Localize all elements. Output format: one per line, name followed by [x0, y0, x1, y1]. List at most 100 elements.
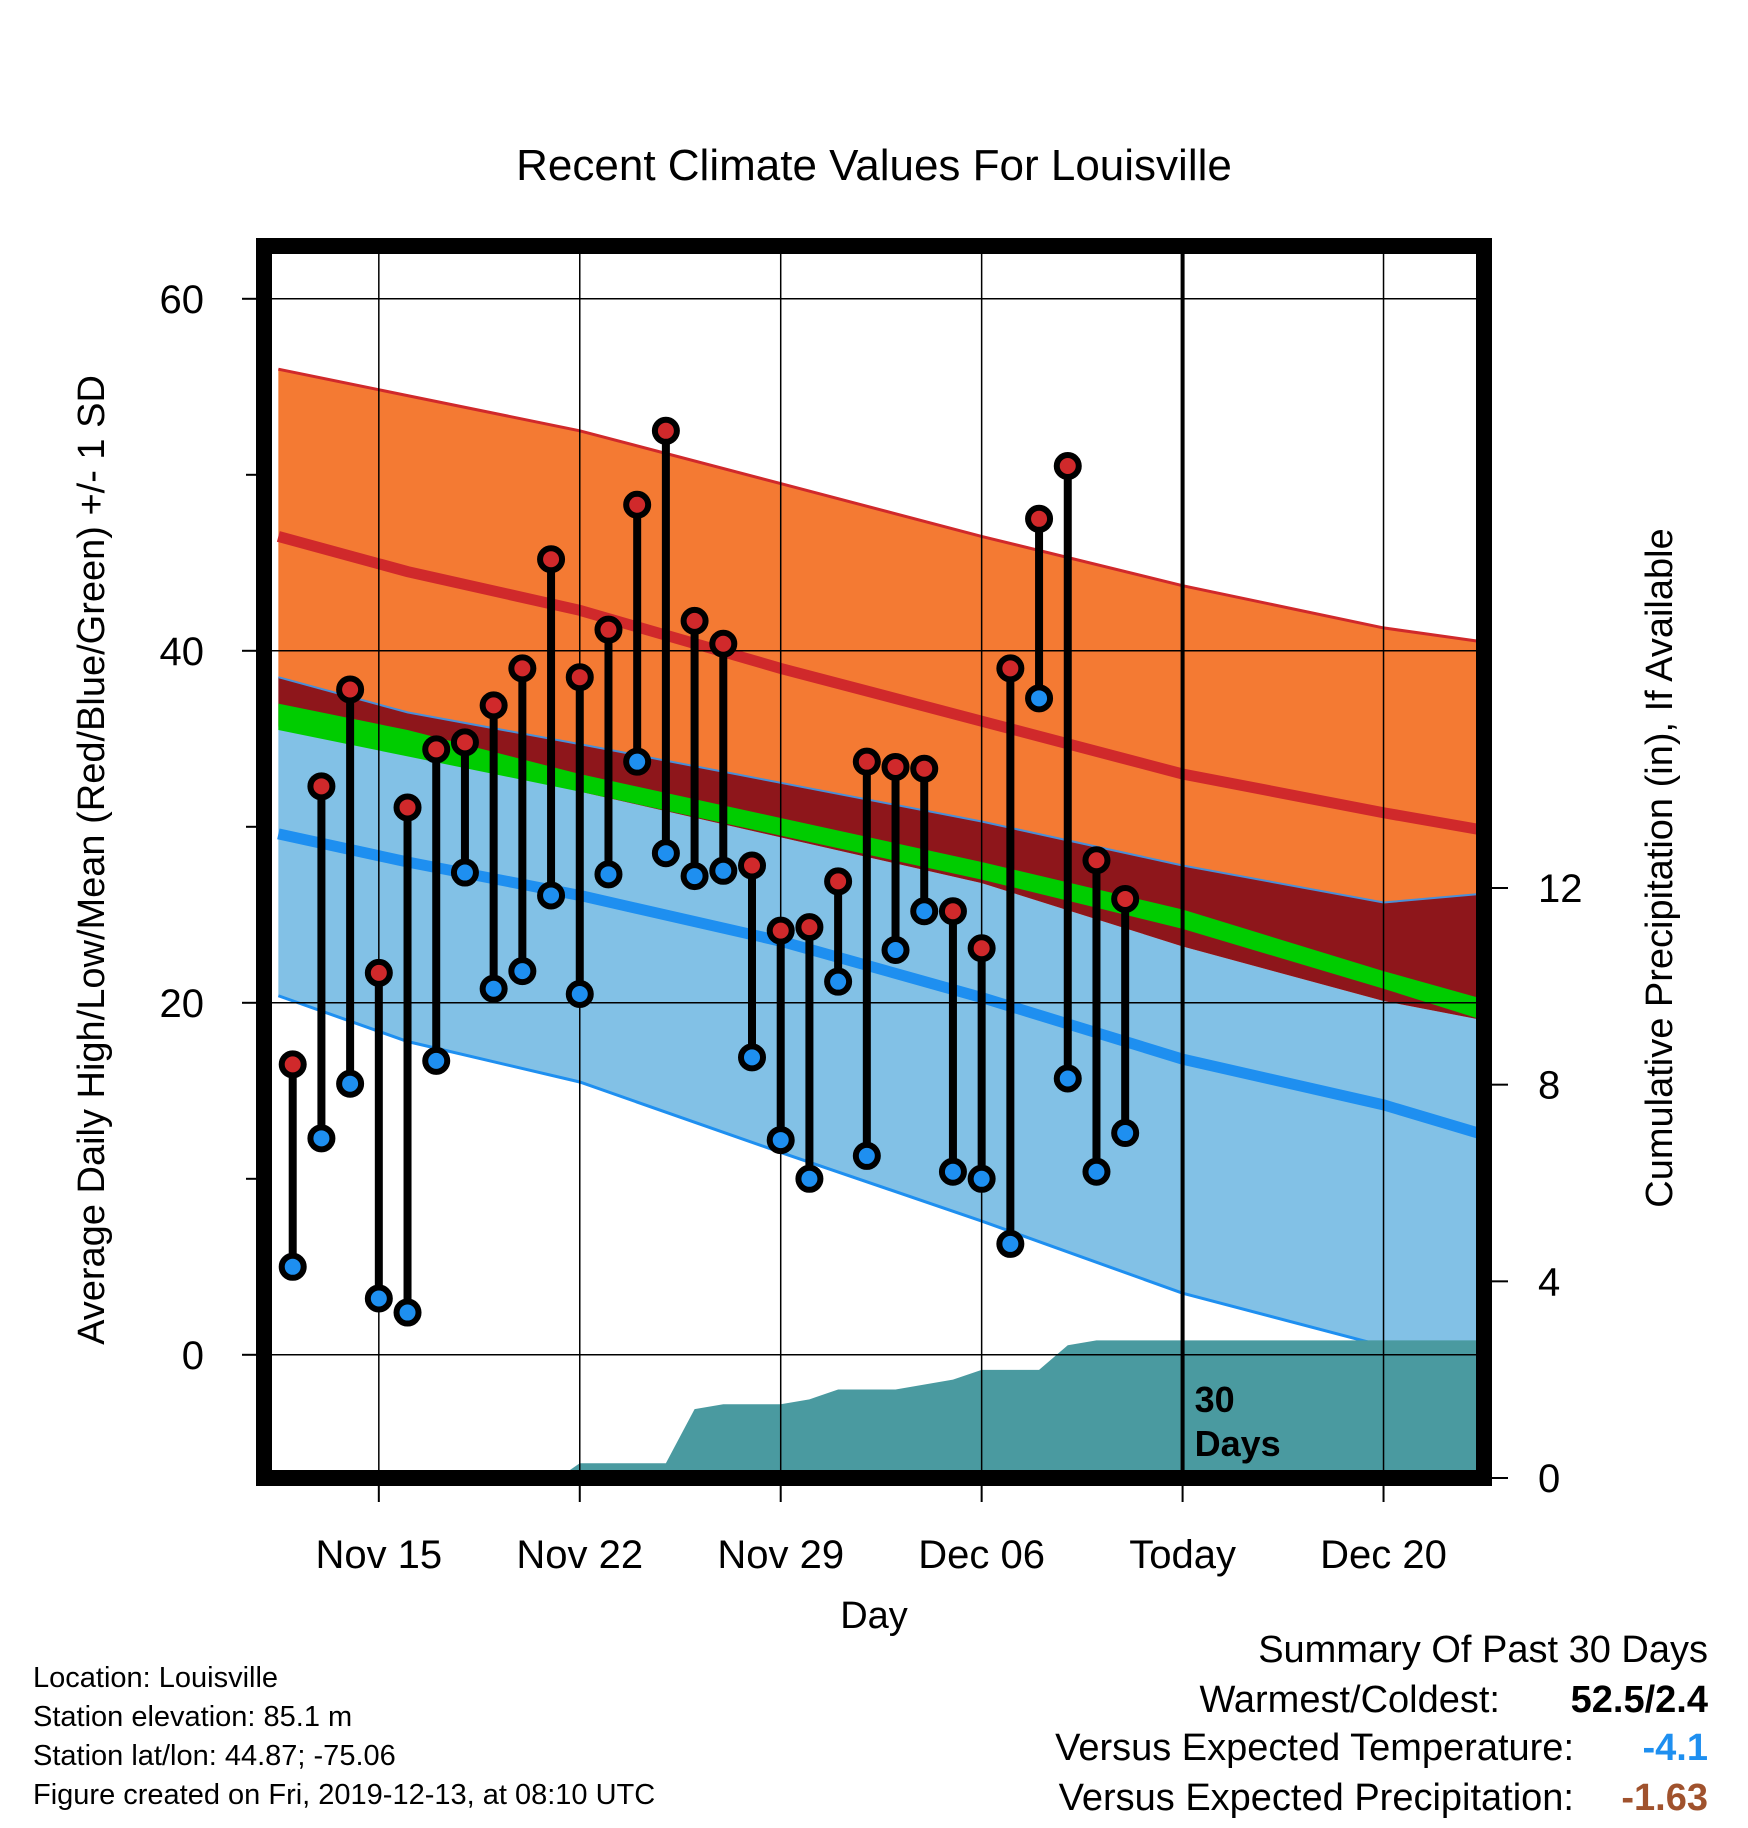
summary-precip-value: -1.63: [1621, 1777, 1708, 1819]
y-tick-label: 60: [160, 278, 205, 322]
y2-tick-label: 12: [1538, 867, 1583, 911]
observed-high-marker: [1082, 846, 1111, 875]
summary-heading: Summary Of Past 30 Days: [1258, 1629, 1708, 1671]
high-upper-line: [278, 367, 1484, 644]
observed-high-marker: [1053, 452, 1082, 480]
footer-created: Figure created on Fri, 2019-12-13, at 08…: [33, 1779, 655, 1811]
observed-low-marker: [852, 1141, 881, 1170]
observed-high-marker: [766, 916, 795, 945]
y2-tick-label: 0: [1538, 1457, 1560, 1501]
observed-low-marker: [910, 897, 939, 926]
observed-high-marker: [1025, 504, 1054, 533]
x-tick-label: Nov 22: [516, 1533, 643, 1577]
footer-latlon: Station lat/lon: 44.87; -75.06: [33, 1740, 396, 1772]
observed-low-marker: [479, 974, 508, 1003]
observed-high-marker: [738, 851, 766, 880]
observed-high-marker: [680, 606, 709, 635]
observed-low-marker: [1111, 1119, 1140, 1148]
observed-low-marker: [1082, 1157, 1111, 1186]
observed-low-marker: [1053, 1064, 1082, 1093]
observed-low-marker: [938, 1157, 967, 1186]
y-tick-label: 40: [160, 630, 205, 674]
observed-low-marker: [278, 1252, 307, 1281]
y2-axis-title: Cumulative Precipitation (in), If Availa…: [1639, 528, 1681, 1207]
observed-low-marker: [565, 980, 594, 1008]
observed-high-marker: [910, 754, 939, 783]
observed-high-marker: [938, 897, 967, 926]
y2-tick-label: 8: [1538, 1064, 1560, 1108]
observed-low-marker: [393, 1298, 422, 1327]
observed-high-marker: [852, 747, 881, 776]
observed-high-marker: [996, 654, 1025, 683]
plot-frame: [256, 238, 1492, 1486]
observed-high-marker: [450, 728, 479, 757]
y-tick-label: 20: [160, 982, 205, 1026]
observed-low-marker: [680, 862, 709, 891]
x-tick-label: Nov 15: [315, 1533, 442, 1577]
x-tick-label: Dec 20: [1320, 1533, 1447, 1577]
chart-title: Recent Climate Values For Louisville: [516, 141, 1232, 190]
high-mean-line: [276, 531, 1484, 836]
summary-warm-cold-value: 52.5/2.4: [1571, 1679, 1708, 1721]
observed-low-marker: [594, 860, 623, 889]
today-days-number: 30: [1195, 1379, 1235, 1420]
observed-low-marker: [651, 839, 680, 868]
observed-high-marker: [651, 416, 680, 445]
summary-precip-label: Versus Expected Precipitation:: [1059, 1777, 1574, 1819]
observed-high-marker: [795, 913, 824, 942]
observed-low-marker: [766, 1126, 795, 1155]
summary-temp-value: -4.1: [1643, 1727, 1708, 1769]
observed-low-marker: [508, 957, 537, 986]
observed-low-marker: [709, 856, 738, 885]
summary-temp-label: Versus Expected Temperature:: [1055, 1727, 1574, 1769]
observed-high-marker: [565, 663, 594, 692]
observed-high-marker: [364, 958, 393, 987]
observed-high-marker: [307, 772, 336, 801]
observed-low-marker: [967, 1164, 996, 1193]
observed-low-marker: [996, 1229, 1025, 1258]
observed-low-marker: [1025, 684, 1054, 713]
observed-low-marker: [537, 881, 566, 910]
observed-low-marker: [795, 1164, 824, 1193]
footer-location: Location: Louisville: [33, 1662, 278, 1694]
y-tick-label: 0: [182, 1334, 204, 1378]
observed-high-marker: [623, 490, 652, 519]
observed-high-marker: [278, 1050, 307, 1079]
observed-low-marker: [364, 1284, 393, 1313]
footer: Location: Louisville Station elevation: …: [33, 1662, 655, 1811]
summary-panel: Summary Of Past 30 Days Warmest/Coldest:…: [1055, 1629, 1708, 1819]
observed-low-marker: [450, 858, 479, 887]
observed-high-marker: [967, 934, 996, 963]
observed-high-marker: [508, 654, 537, 683]
observed-high-marker: [824, 867, 853, 896]
observed-high-marker: [709, 629, 738, 658]
y2-tick-label: 4: [1538, 1260, 1560, 1304]
x-axis-title: Day: [840, 1595, 908, 1637]
observed-high-marker: [422, 735, 451, 764]
observed-high-marker: [537, 545, 566, 574]
footer-elevation: Station elevation: 85.1 m: [33, 1701, 352, 1733]
observed-high-marker: [479, 691, 508, 720]
today-days-word: Days: [1195, 1423, 1281, 1464]
observed-low-marker: [738, 1043, 766, 1072]
observed-high-marker: [594, 615, 623, 644]
observed-low-marker: [307, 1124, 336, 1153]
x-tick-label: Nov 29: [717, 1533, 844, 1577]
x-tick-label: Today: [1129, 1533, 1236, 1577]
x-tick-label: Dec 06: [918, 1533, 1045, 1577]
summary-warm-cold-label: Warmest/Coldest:: [1199, 1679, 1500, 1721]
observed-high-marker: [336, 675, 365, 704]
observed-low-marker: [824, 967, 853, 996]
observed-high-marker: [881, 752, 910, 781]
observed-low-marker: [422, 1046, 451, 1075]
observed-low-marker: [336, 1069, 365, 1098]
y-axis-title: Average Daily High/Low/Mean (Red/Blue/Gr…: [71, 375, 113, 1345]
observed-low-marker: [881, 936, 910, 964]
observed-high-marker: [393, 793, 422, 822]
observed-high-marker: [1111, 884, 1140, 913]
observed-low-marker: [623, 747, 652, 776]
precip-area: [264, 1340, 1484, 1478]
